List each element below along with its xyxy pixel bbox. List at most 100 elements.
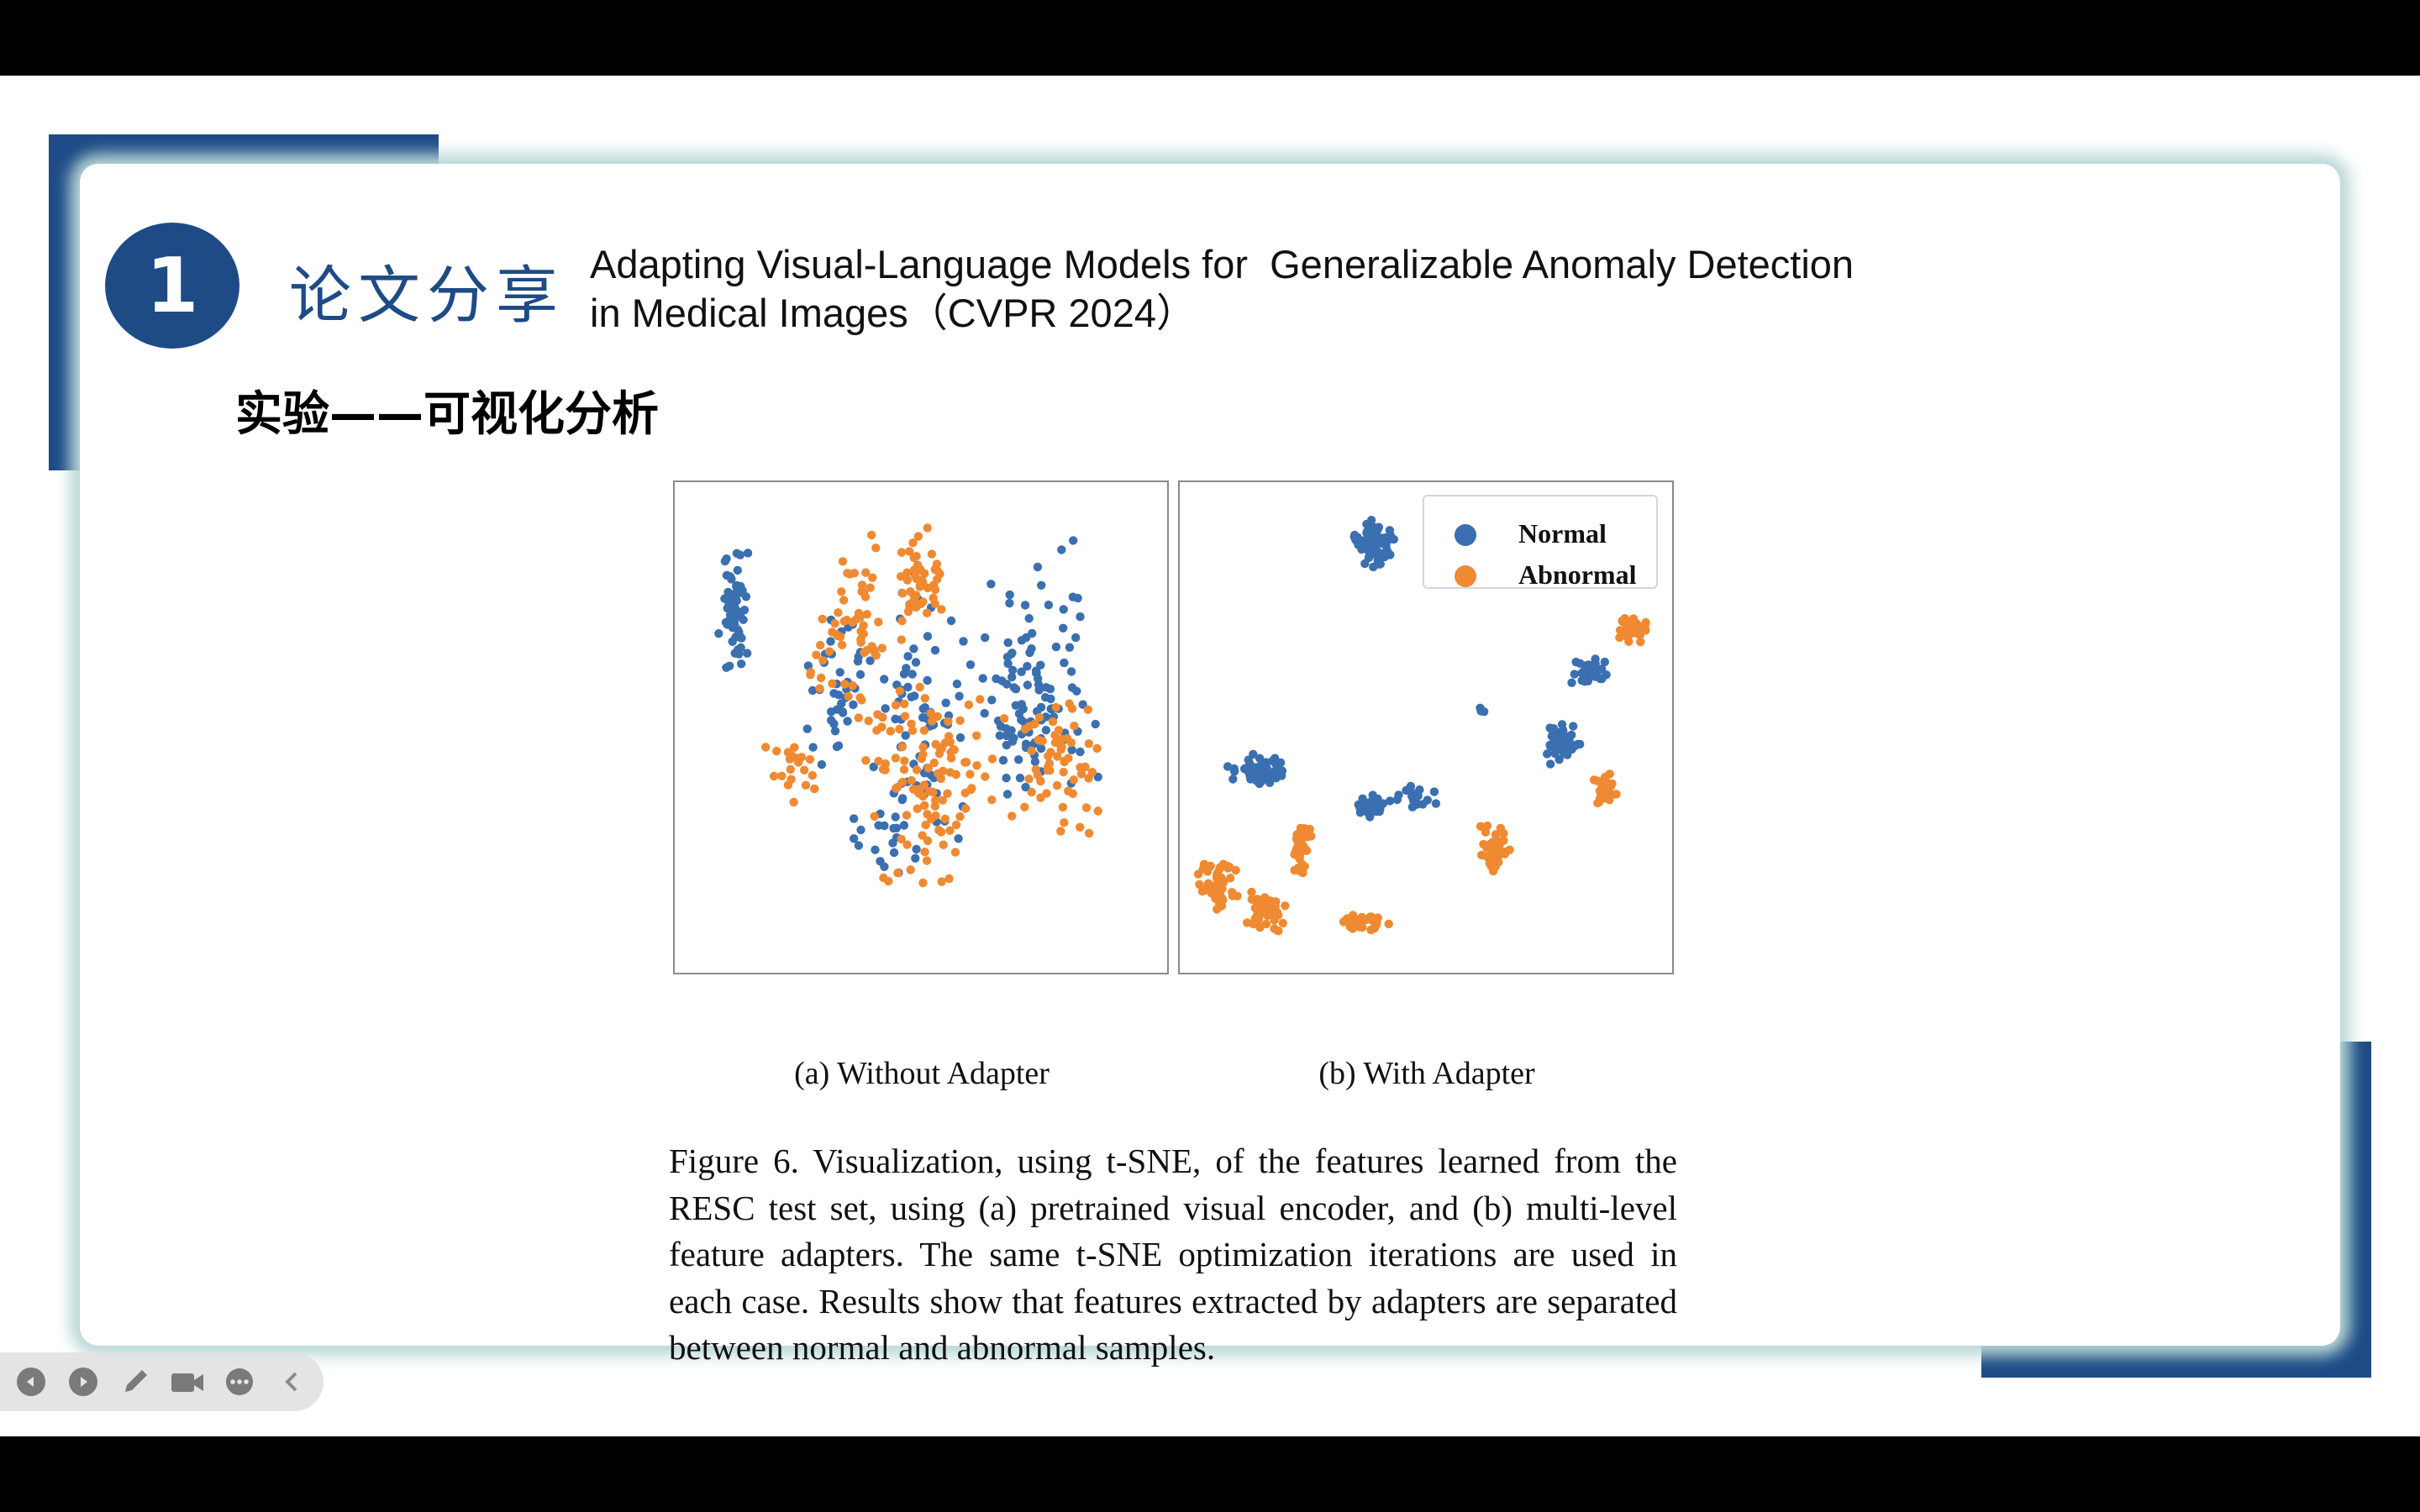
- abnormal-point: [1027, 787, 1036, 797]
- abnormal-point: [801, 780, 811, 790]
- normal-point: [1358, 796, 1368, 806]
- abnormal-point: [878, 712, 887, 722]
- abnormal-point: [786, 764, 795, 774]
- abnormal-point: [923, 583, 933, 593]
- normal-point: [891, 812, 900, 822]
- abnormal-point: [923, 523, 932, 533]
- abnormal-point: [1621, 632, 1631, 641]
- abnormal-point: [1211, 894, 1220, 903]
- normal-point: [1564, 742, 1573, 751]
- abnormal-point: [1481, 827, 1491, 837]
- abnormal-point: [794, 758, 803, 767]
- abnormal-point: [923, 836, 933, 846]
- camera-icon[interactable]: [168, 1362, 207, 1401]
- normal-point: [1386, 530, 1395, 540]
- normal-point: [987, 696, 997, 705]
- normal-point: [1549, 724, 1559, 733]
- normal-point: [1014, 709, 1024, 718]
- abnormal-point: [1054, 726, 1064, 735]
- abnormal-point: [1384, 919, 1393, 929]
- abnormal-point: [929, 759, 939, 768]
- normal-point: [827, 716, 836, 725]
- normal-point: [1592, 670, 1602, 680]
- abnormal-point: [1605, 769, 1614, 779]
- abnormal-point: [1491, 843, 1501, 853]
- abnormal-point: [783, 748, 793, 757]
- normal-point: [1223, 762, 1233, 771]
- normal-point: [1017, 700, 1026, 709]
- presentation-toolbar: [0, 1352, 324, 1411]
- abnormal-point: [1640, 621, 1649, 630]
- normal-point: [1002, 774, 1011, 783]
- normal-point: [725, 661, 734, 670]
- normal-point: [1046, 694, 1055, 704]
- normal-point: [1033, 562, 1043, 572]
- abnormal-point: [856, 638, 865, 647]
- abnormal-point: [917, 753, 926, 764]
- abnormal-point: [950, 848, 960, 857]
- abnormal-point: [1044, 759, 1055, 769]
- abnormal-point: [1226, 874, 1235, 883]
- normal-point: [1431, 799, 1441, 808]
- abnormal-point: [927, 549, 937, 559]
- normal-point: [1365, 549, 1374, 558]
- normal-point: [1059, 623, 1068, 633]
- abnormal-point: [881, 765, 890, 774]
- abnormal-point: [897, 548, 907, 557]
- abnormal-point: [860, 648, 869, 658]
- normal-point: [1412, 800, 1422, 809]
- abnormal-point: [812, 650, 821, 659]
- abnormal-point: [1494, 851, 1504, 860]
- pen-icon[interactable]: [116, 1362, 155, 1401]
- normal-point: [1027, 644, 1036, 654]
- abnormal-point: [900, 699, 909, 709]
- abnormal-point: [872, 726, 881, 735]
- normal-point: [980, 709, 989, 718]
- prev-icon[interactable]: [12, 1362, 50, 1401]
- abnormal-point: [933, 711, 942, 722]
- abnormal-point: [1052, 780, 1062, 790]
- next-icon[interactable]: [64, 1362, 103, 1401]
- normal-point: [1580, 677, 1590, 686]
- abnormal-point: [897, 743, 907, 752]
- normal-point: [733, 565, 742, 575]
- paper-title-line2: in Medical Images（CVPR 2024）: [590, 291, 1196, 335]
- abnormal-point: [891, 753, 901, 763]
- abnormal-point: [967, 784, 976, 793]
- normal-point: [1024, 614, 1034, 623]
- normal-point: [1051, 642, 1061, 652]
- abnormal-point: [1092, 743, 1102, 753]
- plot-legend: Normal Abnormal: [1423, 495, 1658, 590]
- normal-point: [1009, 683, 1018, 692]
- normal-point: [1021, 782, 1030, 792]
- abnormal-point: [930, 585, 940, 595]
- abnormal-point: [946, 748, 955, 757]
- abnormal-point: [805, 754, 815, 764]
- normal-point: [1270, 767, 1279, 776]
- abnormal-point: [934, 769, 943, 778]
- collapse-icon[interactable]: [272, 1362, 311, 1401]
- normal-point: [1370, 541, 1381, 550]
- abnormal-point: [824, 647, 834, 656]
- abnormal-point: [1087, 768, 1097, 777]
- normal-point: [901, 731, 910, 740]
- normal-point: [986, 580, 996, 589]
- abnormal-point: [1020, 802, 1029, 811]
- normal-point: [1036, 660, 1045, 669]
- normal-point: [1586, 661, 1595, 670]
- normal-point: [995, 731, 1004, 740]
- abnormal-point: [1356, 915, 1365, 925]
- abnormal-point: [861, 756, 871, 765]
- normal-point: [1372, 806, 1381, 816]
- abnormal-point: [938, 795, 947, 805]
- normal-point: [1044, 601, 1054, 610]
- normal-point: [1571, 657, 1581, 667]
- abnormal-point: [818, 656, 828, 665]
- abnormal-point: [916, 579, 925, 588]
- normal-point: [997, 676, 1007, 685]
- abnormal-point: [861, 568, 871, 577]
- abnormal-point: [964, 700, 974, 710]
- more-icon[interactable]: [220, 1362, 259, 1401]
- normal-point: [720, 594, 729, 603]
- abnormal-point: [944, 717, 953, 727]
